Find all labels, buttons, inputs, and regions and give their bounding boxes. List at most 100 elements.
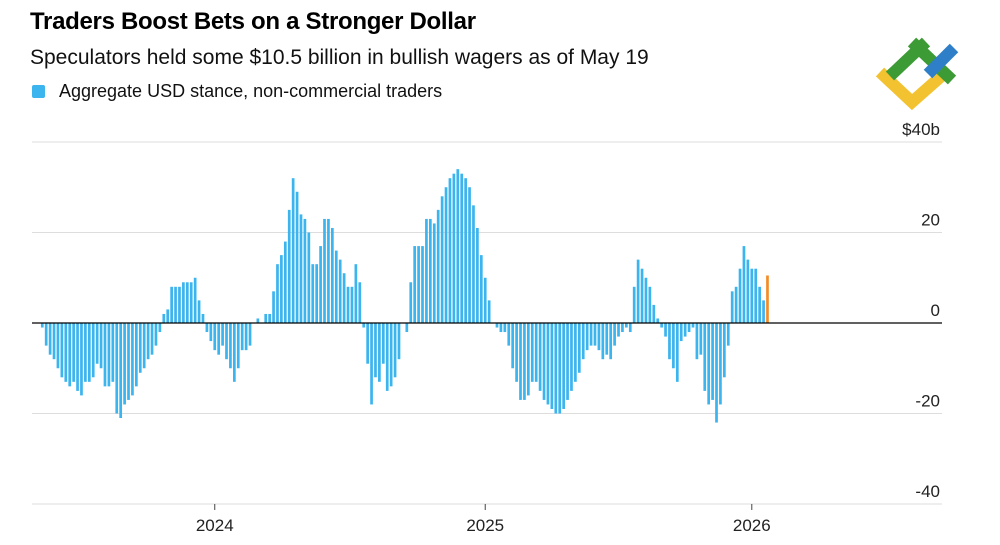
bar xyxy=(707,323,711,405)
bar xyxy=(115,323,119,414)
bar xyxy=(166,309,170,323)
bar xyxy=(691,323,695,328)
bar xyxy=(146,323,150,360)
bar xyxy=(703,323,707,391)
bar xyxy=(479,255,483,323)
bar xyxy=(154,323,158,346)
bar xyxy=(444,187,448,323)
bar xyxy=(280,255,283,323)
bar xyxy=(417,246,420,323)
bar xyxy=(64,323,68,382)
bar xyxy=(135,323,138,387)
bar xyxy=(472,205,475,323)
bar xyxy=(276,264,279,323)
bar xyxy=(425,218,428,323)
bar xyxy=(287,209,291,323)
bar xyxy=(358,282,362,323)
bar xyxy=(483,277,487,323)
bar xyxy=(95,323,99,364)
bar xyxy=(295,191,299,323)
legend-swatch xyxy=(32,85,45,98)
bar xyxy=(577,323,581,373)
bar xyxy=(233,323,236,382)
bar xyxy=(738,268,742,323)
y-tick-label: -40 xyxy=(915,482,940,501)
bar xyxy=(80,323,83,396)
bar xyxy=(362,323,366,328)
bar xyxy=(456,169,460,323)
bar xyxy=(687,323,691,333)
bar xyxy=(331,227,334,323)
y-tick-label: 20 xyxy=(921,211,940,230)
bar xyxy=(432,223,436,323)
bar xyxy=(503,323,507,333)
bar xyxy=(613,323,616,346)
bar xyxy=(546,323,550,405)
bar xyxy=(127,323,130,400)
bar xyxy=(538,323,542,391)
grid-lines xyxy=(32,141,942,505)
bar xyxy=(656,318,660,323)
bar xyxy=(640,268,644,323)
x-axis-ticks: 2024 2025 2026 xyxy=(196,504,771,535)
x-tick-label: 2025 xyxy=(466,516,504,535)
bar xyxy=(311,264,315,323)
bar xyxy=(605,323,609,355)
bar xyxy=(221,323,224,346)
bar xyxy=(664,323,667,337)
bar xyxy=(174,286,177,323)
bar xyxy=(201,313,205,323)
bar xyxy=(750,268,754,323)
bar xyxy=(413,246,417,323)
bar xyxy=(244,323,248,351)
bar xyxy=(119,323,123,419)
bar xyxy=(182,282,185,323)
bar xyxy=(189,282,193,323)
bar xyxy=(370,323,373,405)
bar xyxy=(570,323,573,391)
bar xyxy=(558,323,562,414)
bar xyxy=(719,323,722,405)
bar xyxy=(476,227,479,323)
bar xyxy=(44,323,48,346)
bar xyxy=(679,323,683,342)
bar xyxy=(142,323,146,369)
bar xyxy=(617,323,620,337)
bar xyxy=(452,173,456,323)
bar xyxy=(40,323,44,328)
bar xyxy=(597,323,601,351)
chart-title: Traders Boost Bets on a Stronger Dollar xyxy=(30,8,476,35)
bar xyxy=(397,323,401,360)
bar xyxy=(374,323,377,378)
bar xyxy=(593,323,597,346)
bar xyxy=(193,277,197,323)
bar xyxy=(632,286,636,323)
bar xyxy=(99,323,103,369)
bar xyxy=(405,323,409,333)
bar xyxy=(519,323,522,400)
bar xyxy=(621,323,624,333)
bar xyxy=(436,209,440,323)
bar xyxy=(421,246,424,323)
bar xyxy=(327,218,330,323)
bar xyxy=(660,323,663,328)
bar xyxy=(625,323,628,328)
bar xyxy=(76,323,79,391)
y-tick-label: 0 xyxy=(931,301,940,320)
bar xyxy=(248,323,252,346)
legend-label: Aggregate USD stance, non-commercial tra… xyxy=(59,81,443,101)
bar xyxy=(515,323,518,382)
bar xyxy=(111,323,115,382)
bar xyxy=(123,323,126,405)
legend: Aggregate USD stance, non-commercial tra… xyxy=(32,81,442,102)
bar xyxy=(366,323,369,364)
bar xyxy=(319,246,322,323)
bar xyxy=(742,246,746,323)
bar xyxy=(68,323,72,387)
chart-subtitle: Speculators held some $10.5 billion in b… xyxy=(30,46,649,69)
bar xyxy=(225,323,228,360)
bar xyxy=(350,286,354,323)
bar xyxy=(601,323,605,360)
bar xyxy=(683,323,687,337)
bar xyxy=(334,250,338,323)
